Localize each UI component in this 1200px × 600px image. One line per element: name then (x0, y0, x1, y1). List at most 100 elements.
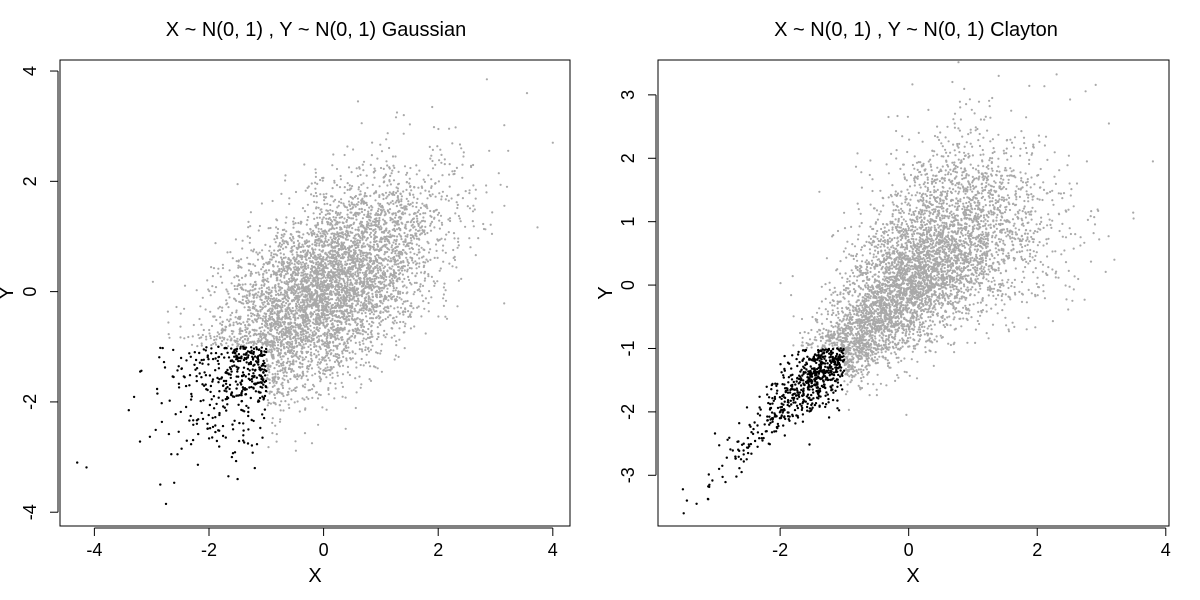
scatter-point-base (401, 211, 404, 214)
scatter-point-base (409, 251, 412, 254)
scatter-point-base (334, 246, 337, 249)
scatter-point-base (363, 251, 366, 254)
scatter-point-base (230, 282, 233, 285)
scatter-point-base (395, 254, 398, 257)
scatter-point-base (236, 337, 239, 340)
scatter-point-base (390, 327, 393, 330)
scatter-point-base (339, 336, 343, 339)
scatter-point-base (329, 348, 332, 352)
scatter-point-base (331, 241, 334, 245)
scatter-point-base (363, 195, 366, 198)
scatter-point-base (201, 296, 204, 299)
scatter-point-base (347, 346, 350, 349)
scatter-point-base (411, 235, 415, 238)
scatter-point-base (396, 190, 399, 193)
scatter-point-base (326, 253, 329, 256)
scatter-point-base (507, 149, 510, 152)
scatter-point-base (384, 191, 388, 194)
scatter-point-base (305, 374, 308, 378)
scatter-point-base (215, 343, 218, 346)
scatter-point-base (350, 187, 353, 190)
scatter-point-base (379, 202, 382, 206)
scatter-point-base (317, 267, 321, 270)
scatter-point-base (327, 387, 330, 390)
scatter-point-base (268, 314, 271, 317)
scatter-point-base (291, 272, 294, 275)
scatter-point-base (410, 267, 413, 270)
scatter-point-base (376, 243, 379, 246)
scatter-point-base (293, 296, 296, 299)
scatter-point-base (423, 279, 426, 282)
scatter-point-base (471, 220, 474, 223)
scatter-point-base (381, 281, 384, 284)
scatter-point-base (240, 276, 244, 279)
scatter-point-base (292, 237, 295, 240)
scatter-point-base (315, 336, 319, 339)
scatter-point-base (444, 289, 447, 292)
scatter-point-base (321, 245, 324, 248)
scatter-point-base (267, 291, 270, 294)
scatter-point-base (341, 287, 344, 290)
scatter-point-base (382, 231, 385, 234)
scatter-point-base (301, 207, 305, 210)
scatter-point-base (414, 274, 417, 277)
scatter-point-base (314, 171, 317, 174)
scatter-point-base (382, 194, 385, 197)
scatter-point-base (333, 292, 336, 295)
scatter-point-base (318, 358, 321, 361)
scatter-point-base (369, 317, 372, 320)
scatter-point-base (367, 212, 370, 215)
scatter-point-base (304, 407, 307, 410)
scatter-point-base (364, 192, 367, 195)
scatter-point-base (276, 370, 279, 373)
scatter-point-base (285, 302, 288, 305)
scatter-point-base (469, 246, 472, 249)
scatter-point-base (430, 186, 433, 189)
scatter-point-base (456, 203, 459, 206)
scatter-point-base (392, 179, 396, 182)
scatter-point-base (474, 188, 477, 191)
scatter-point-base (386, 184, 389, 187)
scatter-point-base (350, 201, 353, 204)
scatter-point-base (287, 349, 290, 352)
scatter-point-base (358, 375, 361, 378)
scatter-point-base (247, 309, 250, 312)
scatter-point-base (401, 291, 404, 294)
scatter-point-base (368, 218, 371, 221)
scatter-point-base (294, 319, 297, 322)
scatter-point-base (292, 352, 295, 355)
scatter-point-base (352, 248, 355, 251)
scatter-point-base (281, 393, 284, 396)
scatter-point-base (376, 264, 379, 267)
scatter-point-base (297, 341, 301, 344)
scatter-point-base (363, 208, 366, 212)
scatter-point-base (356, 197, 359, 200)
scatter-point-base (346, 182, 349, 185)
scatter-point-base (375, 304, 379, 307)
scatter-point-base (265, 269, 268, 272)
scatter-point-base (375, 259, 378, 263)
scatter-point-base (322, 270, 325, 273)
scatter-point-base (405, 197, 408, 200)
scatter-point-base (290, 238, 293, 241)
scatter-point-base (308, 300, 311, 303)
scatter-point-base (296, 248, 299, 251)
scatter-point-base (331, 326, 334, 329)
scatter-point-base (345, 235, 348, 238)
scatter-point-base (384, 251, 387, 254)
scatter-point-base (323, 199, 326, 202)
scatter-point-base (205, 338, 208, 341)
scatter-point-base (295, 331, 298, 334)
scatter-point-base (433, 284, 436, 287)
scatter-point-base (379, 238, 382, 241)
scatter-point-base (418, 262, 421, 265)
scatter-point-base (304, 272, 307, 275)
scatter-point-base (348, 184, 351, 187)
scatter-point-base (252, 248, 256, 251)
scatter-point-base (408, 182, 411, 185)
scatter-point-base (306, 340, 309, 343)
scatter-point-base (330, 304, 333, 307)
scatter-point-base (310, 351, 313, 354)
scatter-point-base (348, 234, 351, 237)
scatter-point-base (378, 265, 381, 268)
